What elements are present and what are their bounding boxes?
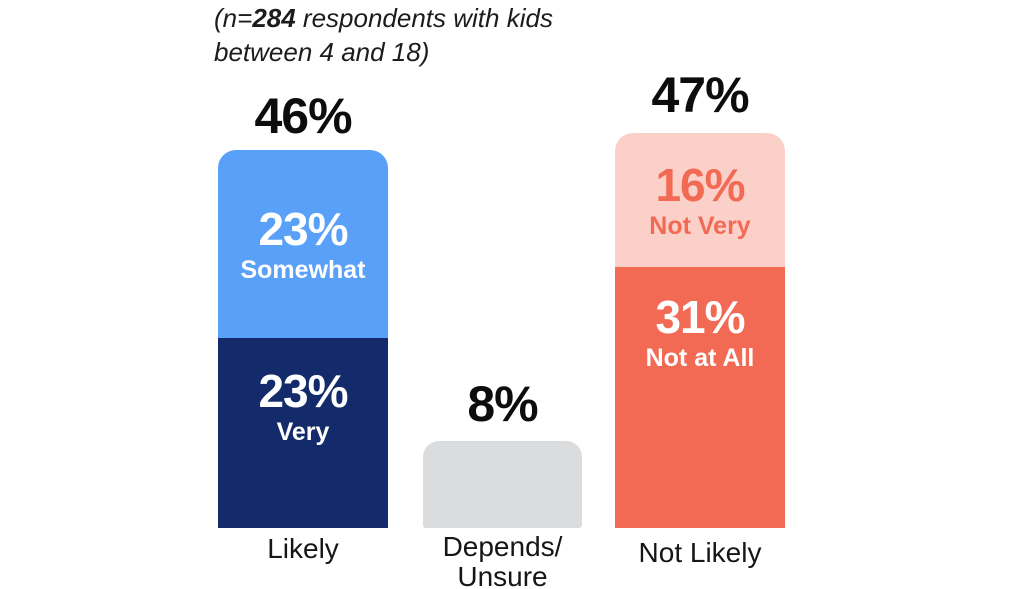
bar-segment-not-at-all: 31% Not at All	[615, 267, 785, 528]
segment-label-not-at-all: Not at All	[645, 344, 755, 372]
bar-segment-somewhat: 23% Somewhat	[218, 150, 388, 338]
total-label-likely: 46%	[254, 88, 352, 144]
bar-likely: 23% Somewhat 23% Very	[218, 150, 388, 528]
note-rest: respondents with kids between 4 and 18)	[214, 3, 553, 67]
segment-label-very: Very	[276, 418, 330, 446]
segment-value-not-at-all: 31%	[655, 291, 745, 343]
segment-value-very: 23%	[258, 365, 348, 417]
total-label-not-likely: 47%	[651, 67, 749, 123]
note-sample-size: 284	[252, 3, 296, 33]
bar-segment-very: 23% Very	[218, 338, 388, 528]
bar-segment-not-very: 16% Not Very	[615, 133, 785, 267]
bar-depends-unsure	[423, 441, 582, 528]
segment-label-not-very: Not Very	[649, 211, 751, 240]
category-label-not-likely: Not Likely	[638, 537, 762, 568]
category-label-likely: Likely	[267, 533, 339, 564]
category-label-depends-unsure: Depends/ Unsure	[442, 531, 563, 589]
total-label-depends-unsure: 8%	[467, 376, 538, 432]
chart-note: (n=284 respondents with kids between 4 a…	[214, 1, 654, 69]
segment-value-not-very: 16%	[655, 158, 745, 211]
segment-value-somewhat: 23%	[258, 202, 348, 255]
note-prefix: (n=	[214, 3, 253, 33]
segment-label-somewhat: Somewhat	[240, 255, 366, 284]
bar-not-likely: 16% Not Very 31% Not at All	[615, 133, 785, 528]
